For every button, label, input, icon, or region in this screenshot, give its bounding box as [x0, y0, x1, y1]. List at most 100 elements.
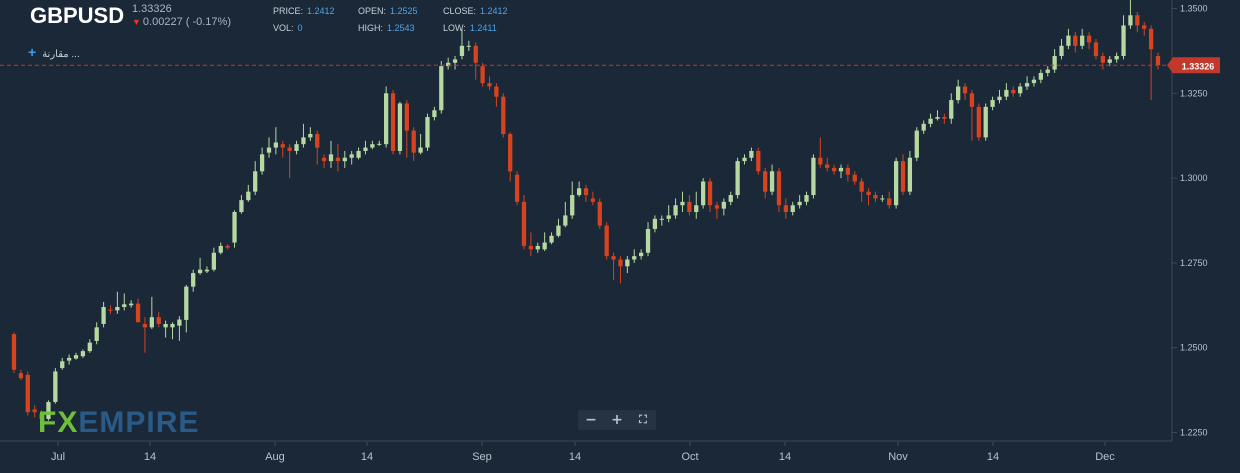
- candle-body: [156, 317, 161, 324]
- candle-body: [1128, 15, 1133, 26]
- candle-body: [94, 327, 99, 341]
- candle-body: [232, 212, 237, 243]
- candle-body: [859, 181, 864, 192]
- zoom-controls: − + ⛶: [578, 410, 656, 430]
- stat-price: PRICE: 1.2412: [273, 6, 335, 16]
- candle-body: [239, 200, 244, 213]
- candle-body: [225, 245, 230, 248]
- candle-body: [742, 157, 747, 162]
- candle-body: [956, 86, 961, 101]
- candle-body: [528, 245, 534, 250]
- x-tick-label: Dec: [1095, 451, 1115, 463]
- candle-body: [1024, 83, 1030, 87]
- candle-body: [191, 273, 196, 287]
- candle-body: [1148, 28, 1154, 50]
- stat-open-value: 1.2525: [390, 6, 418, 16]
- stat-price-label: PRICE:: [273, 6, 304, 16]
- candle-body: [570, 195, 575, 216]
- candle-body: [949, 100, 954, 119]
- candle-body: [273, 142, 279, 148]
- candle-body: [66, 357, 72, 361]
- candle-body: [11, 334, 17, 370]
- fullscreen-icon[interactable]: ⛶: [639, 413, 647, 426]
- candle-body: [397, 103, 403, 151]
- candle-body: [253, 171, 258, 192]
- candle-body: [776, 171, 782, 206]
- candle-body: [487, 83, 492, 87]
- candle-body: [749, 150, 754, 158]
- x-tick-label: 14: [569, 451, 581, 463]
- candle-body: [556, 225, 561, 236]
- candle-body: [1080, 35, 1085, 46]
- y-tick-label: 1.2250: [1180, 428, 1208, 438]
- candle-body: [873, 195, 878, 199]
- y-tick-label: 1.3000: [1180, 173, 1208, 183]
- candle-body: [197, 269, 203, 274]
- candle-body: [818, 157, 823, 165]
- candle-body: [845, 167, 851, 175]
- stat-vol-value: 0: [297, 23, 303, 33]
- candle-body: [590, 198, 596, 202]
- stat-close: CLOSE: 1.2412: [443, 6, 508, 16]
- candle-body: [804, 195, 809, 202]
- candle-body: [204, 269, 210, 272]
- x-tick-label: Jul: [51, 451, 65, 463]
- candle-body: [694, 205, 699, 213]
- candle-body: [1011, 89, 1016, 94]
- candle-body: [632, 256, 637, 260]
- candle-body: [390, 93, 396, 151]
- current-price-tag: [1167, 57, 1220, 74]
- candle-body: [542, 242, 547, 250]
- stat-vol: VOL: 0: [273, 23, 303, 33]
- candle-body: [769, 171, 775, 192]
- y-tick-label: 1.2750: [1180, 258, 1208, 268]
- candle-body: [1045, 69, 1050, 73]
- compare-button[interactable]: + مقارنة ...: [28, 44, 80, 60]
- candle-body: [1038, 72, 1043, 80]
- zoom-in-button[interactable]: +: [611, 412, 623, 428]
- candle-body: [135, 303, 141, 323]
- candle-body: [349, 154, 354, 158]
- plus-icon: +: [28, 44, 37, 60]
- candle-body: [342, 157, 347, 162]
- candle-body: [259, 154, 265, 172]
- x-tick-label: Sep: [472, 451, 492, 463]
- candle-body: [652, 218, 658, 229]
- candle-body: [880, 198, 885, 200]
- candle-body: [425, 117, 430, 148]
- candle-body: [60, 361, 65, 369]
- candle-body: [1142, 25, 1147, 29]
- candle-body: [887, 198, 892, 206]
- candle-body: [363, 147, 368, 151]
- stat-low: LOW: 1.2411: [443, 23, 497, 33]
- candle-body: [508, 133, 513, 172]
- candle-body: [1018, 86, 1023, 94]
- stat-high: HIGH: 1.2543: [358, 23, 415, 33]
- candle-body: [335, 157, 341, 162]
- candle-body: [501, 96, 506, 134]
- candle-body: [666, 215, 671, 219]
- candle-body: [763, 171, 768, 192]
- candle-body: [25, 374, 30, 413]
- candle-body: [714, 205, 720, 209]
- candle-body: [583, 188, 589, 196]
- candle-body: [184, 286, 189, 320]
- candle-body: [838, 167, 844, 172]
- candle-body: [1100, 55, 1106, 63]
- candle-body: [122, 304, 127, 308]
- candle-body: [549, 235, 554, 243]
- logo-fx: FX: [38, 406, 79, 439]
- candle-body: [294, 144, 299, 151]
- compare-label: مقارنة ...: [42, 49, 80, 60]
- candle-body: [129, 303, 134, 306]
- candle-body: [370, 144, 375, 148]
- candle-body: [108, 309, 113, 311]
- zoom-out-button[interactable]: −: [585, 412, 597, 428]
- candle-body: [611, 256, 616, 260]
- candle-body: [1114, 55, 1119, 60]
- candle-body: [893, 161, 899, 206]
- candle-body: [625, 259, 630, 267]
- candle-body: [797, 201, 802, 206]
- candle-body: [218, 245, 223, 253]
